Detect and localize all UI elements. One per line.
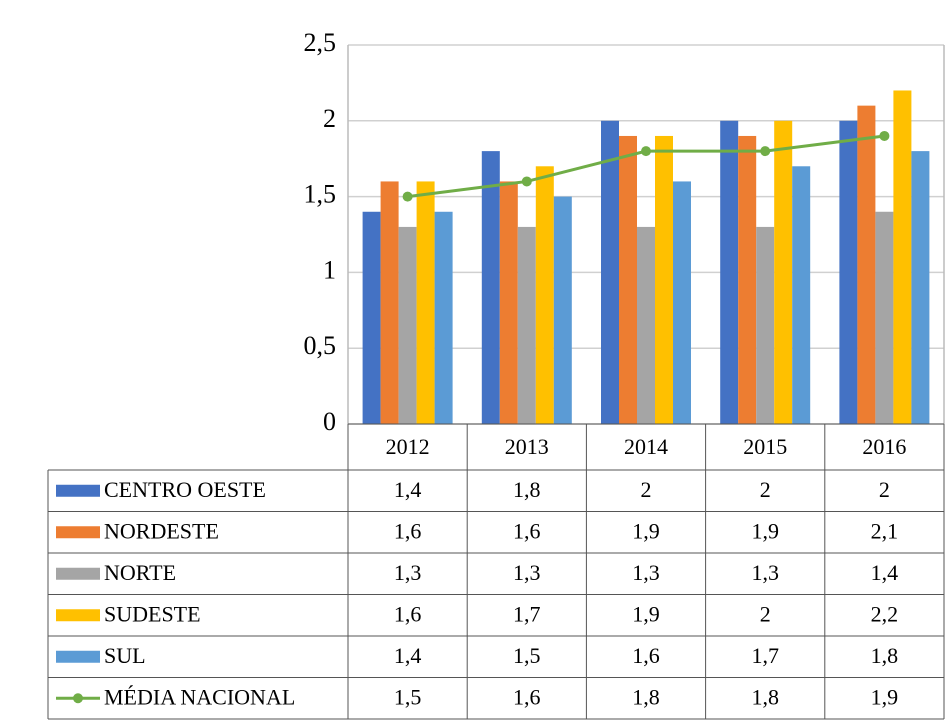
table-cell: 1,8: [751, 684, 779, 709]
x-tick-label: 2015: [743, 434, 787, 459]
table-cell: 1,6: [632, 643, 660, 668]
bar: [756, 226, 775, 424]
y-tick-label: 0: [323, 407, 336, 436]
legend-label: MÉDIA NACIONAL: [104, 684, 295, 709]
bar: [601, 120, 619, 425]
bar: [857, 105, 876, 424]
table-cell: 2: [760, 477, 771, 502]
legend-label: NORTE: [104, 560, 176, 585]
bar: [738, 135, 757, 424]
legend-label: SUL: [104, 643, 146, 668]
table-cell: 2,2: [871, 601, 899, 626]
y-tick-label: 1,5: [304, 180, 337, 209]
table-cell: 1,8: [513, 477, 541, 502]
y-tick-label: 0,5: [304, 331, 337, 360]
legend-swatch: [56, 526, 100, 539]
bar: [416, 181, 435, 424]
bar: [619, 135, 637, 424]
line-marker: [402, 191, 413, 202]
legend-label: NORDESTE: [104, 518, 219, 543]
bar: [792, 166, 811, 424]
table-cell: 1,9: [751, 518, 779, 543]
table-cell: 1,7: [751, 643, 779, 668]
line-marker: [641, 146, 651, 157]
bar: [673, 181, 691, 424]
bar: [362, 211, 381, 424]
bar: [875, 211, 894, 424]
x-tick-label: 2014: [624, 434, 668, 459]
line-marker: [760, 146, 771, 157]
bar: [720, 120, 739, 425]
table-cell: 1,3: [394, 560, 422, 585]
x-tick-label: 2013: [505, 434, 549, 459]
table-cell: 2: [641, 477, 652, 502]
table-cell: 1,9: [632, 601, 660, 626]
line-marker: [521, 176, 532, 187]
legend-swatch: [56, 484, 100, 497]
line: [407, 134, 885, 199]
bar: [839, 120, 858, 425]
legend-swatch: [56, 609, 100, 622]
table-cell: 1,9: [632, 518, 660, 543]
y-tick-label: 2,5: [304, 28, 337, 57]
table-cell: 1,3: [513, 560, 541, 585]
bar: [535, 166, 554, 424]
y-tick-label: 1: [323, 255, 336, 284]
table-cell: 1,9: [871, 684, 899, 709]
table-cell: 1,4: [871, 560, 899, 585]
bar: [893, 90, 912, 424]
table-cell: 1,6: [394, 518, 422, 543]
table-cell: 1,5: [394, 684, 422, 709]
table-cell: 1,4: [394, 643, 422, 668]
bar: [911, 151, 930, 424]
table-cell: 1,6: [513, 518, 541, 543]
legend-marker: [73, 693, 83, 704]
legend-swatch: [56, 650, 100, 663]
table-cell: 2: [760, 601, 771, 626]
table-cell: 1,7: [513, 601, 541, 626]
table-cell: 1,3: [751, 560, 779, 585]
bar: [398, 226, 417, 424]
legend-label: CENTRO OESTE: [104, 477, 266, 502]
table-cell: 1,3: [632, 560, 660, 585]
table-cell: 1,8: [632, 684, 660, 709]
bar: [655, 135, 673, 424]
bar: [637, 226, 655, 424]
table-cell: 1,5: [513, 643, 541, 668]
bar: [434, 211, 453, 424]
y-tick-label: 2: [323, 104, 336, 133]
bar: [481, 151, 500, 424]
table-cell: 1,4: [394, 477, 422, 502]
bar: [517, 226, 536, 424]
table-cell: 1,6: [513, 684, 541, 709]
legend-label: SUDESTE: [104, 601, 201, 626]
x-tick-label: 2016: [862, 434, 906, 459]
table-cell: 2,1: [871, 518, 899, 543]
bar: [380, 181, 399, 424]
table-cell: 2: [879, 477, 890, 502]
line-marker: [879, 130, 890, 141]
bar: [499, 181, 518, 424]
table-cell: 1,6: [394, 601, 422, 626]
table-cell: 1,8: [871, 643, 899, 668]
legend-swatch: [56, 567, 100, 580]
x-tick-label: 2012: [386, 434, 430, 459]
bar: [553, 196, 572, 424]
bar: [774, 120, 793, 425]
